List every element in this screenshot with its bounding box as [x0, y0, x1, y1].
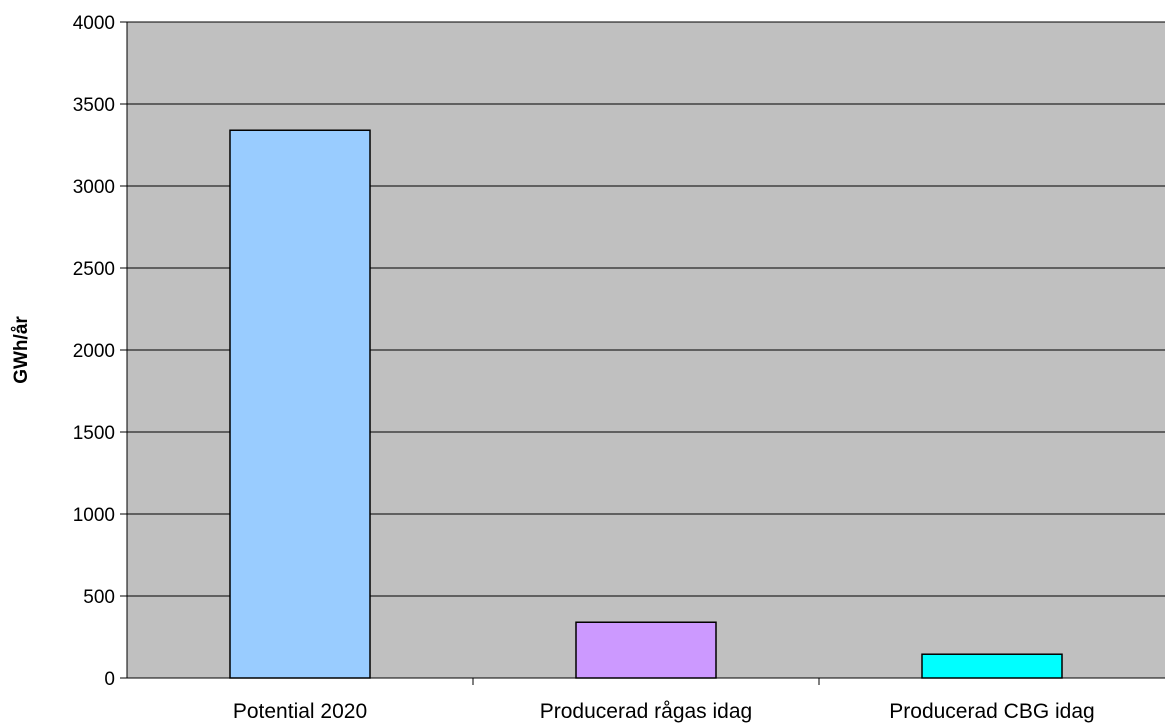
y-tick-label: 2500 [73, 259, 115, 280]
y-axis-label: GWh/år [11, 316, 32, 384]
y-tick-label: 1500 [73, 423, 115, 444]
bars [229, 129, 1063, 679]
bar [229, 129, 371, 679]
y-tick-label: 3500 [73, 95, 115, 116]
y-tick-label: 2000 [73, 341, 115, 362]
x-tick-labels: Potential 2020 Producerad rågas idag Produ… [233, 700, 1095, 723]
y-tick-label: 3000 [73, 177, 115, 198]
x-tick-label: Producerad rågas idag [540, 700, 752, 723]
y-tick-label: 500 [83, 587, 115, 608]
x-tick-label: Potential 2020 [233, 700, 367, 723]
x-tick-label: Producerad CBG idag [889, 700, 1094, 723]
y-tick-label: 4000 [73, 13, 115, 34]
y-tick-label: 1000 [73, 505, 115, 526]
axes [120, 21, 1165, 685]
bar [575, 621, 717, 679]
bar [921, 653, 1063, 679]
y-tick-label: 0 [104, 669, 115, 690]
y-tick-labels: 0 500 1000 1500 2000 2500 3000 3500 4000 [73, 13, 115, 690]
